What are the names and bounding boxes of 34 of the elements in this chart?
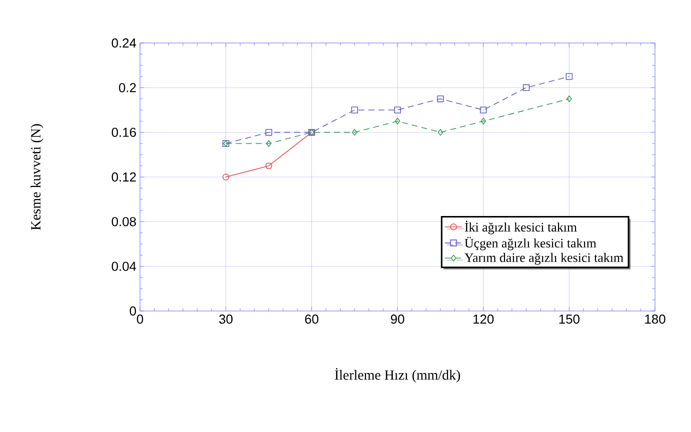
point <box>566 73 573 80</box>
y-tick-label: 0.04 <box>112 262 136 271</box>
y-tick-label: 0.16 <box>112 128 136 137</box>
point <box>394 118 400 125</box>
x-tick-label: 150 <box>559 314 580 324</box>
point <box>566 95 572 102</box>
y-tick-label: 0.2 <box>118 83 136 92</box>
x-tick-label: 60 <box>305 314 318 324</box>
point <box>394 106 401 114</box>
point <box>266 140 272 147</box>
x-tick-label: 180 <box>645 314 666 324</box>
y-tick-label: 0.24 <box>112 38 136 48</box>
y-tick-label: 0.08 <box>112 217 136 226</box>
x-tick-label: 30 <box>219 314 233 324</box>
point <box>480 106 487 114</box>
point <box>522 84 530 92</box>
x-tick-label: 120 <box>474 314 494 324</box>
x-tick-label: 0 <box>136 314 144 324</box>
point <box>265 128 272 136</box>
x-tick-label: 90 <box>390 314 404 324</box>
y-tick-label: 0 <box>130 306 136 316</box>
point <box>438 128 444 136</box>
point <box>480 118 486 125</box>
legend-label: Üçgen ağızlı kesici takım <box>464 236 596 250</box>
legend-label: İki ağızlı kesici takım <box>464 220 577 234</box>
point <box>352 128 358 136</box>
point <box>437 95 444 102</box>
point <box>222 174 230 180</box>
y-tick-label: 0.12 <box>112 172 136 182</box>
x-axis-title: İlerleme Hızı (mm/dk) <box>334 368 460 383</box>
y-axis-title: Kesme kuvveti (N) <box>30 124 44 230</box>
point <box>351 106 358 114</box>
legend-label: Yarım daire ağızlı kesici takım <box>464 252 624 265</box>
point <box>265 162 272 170</box>
